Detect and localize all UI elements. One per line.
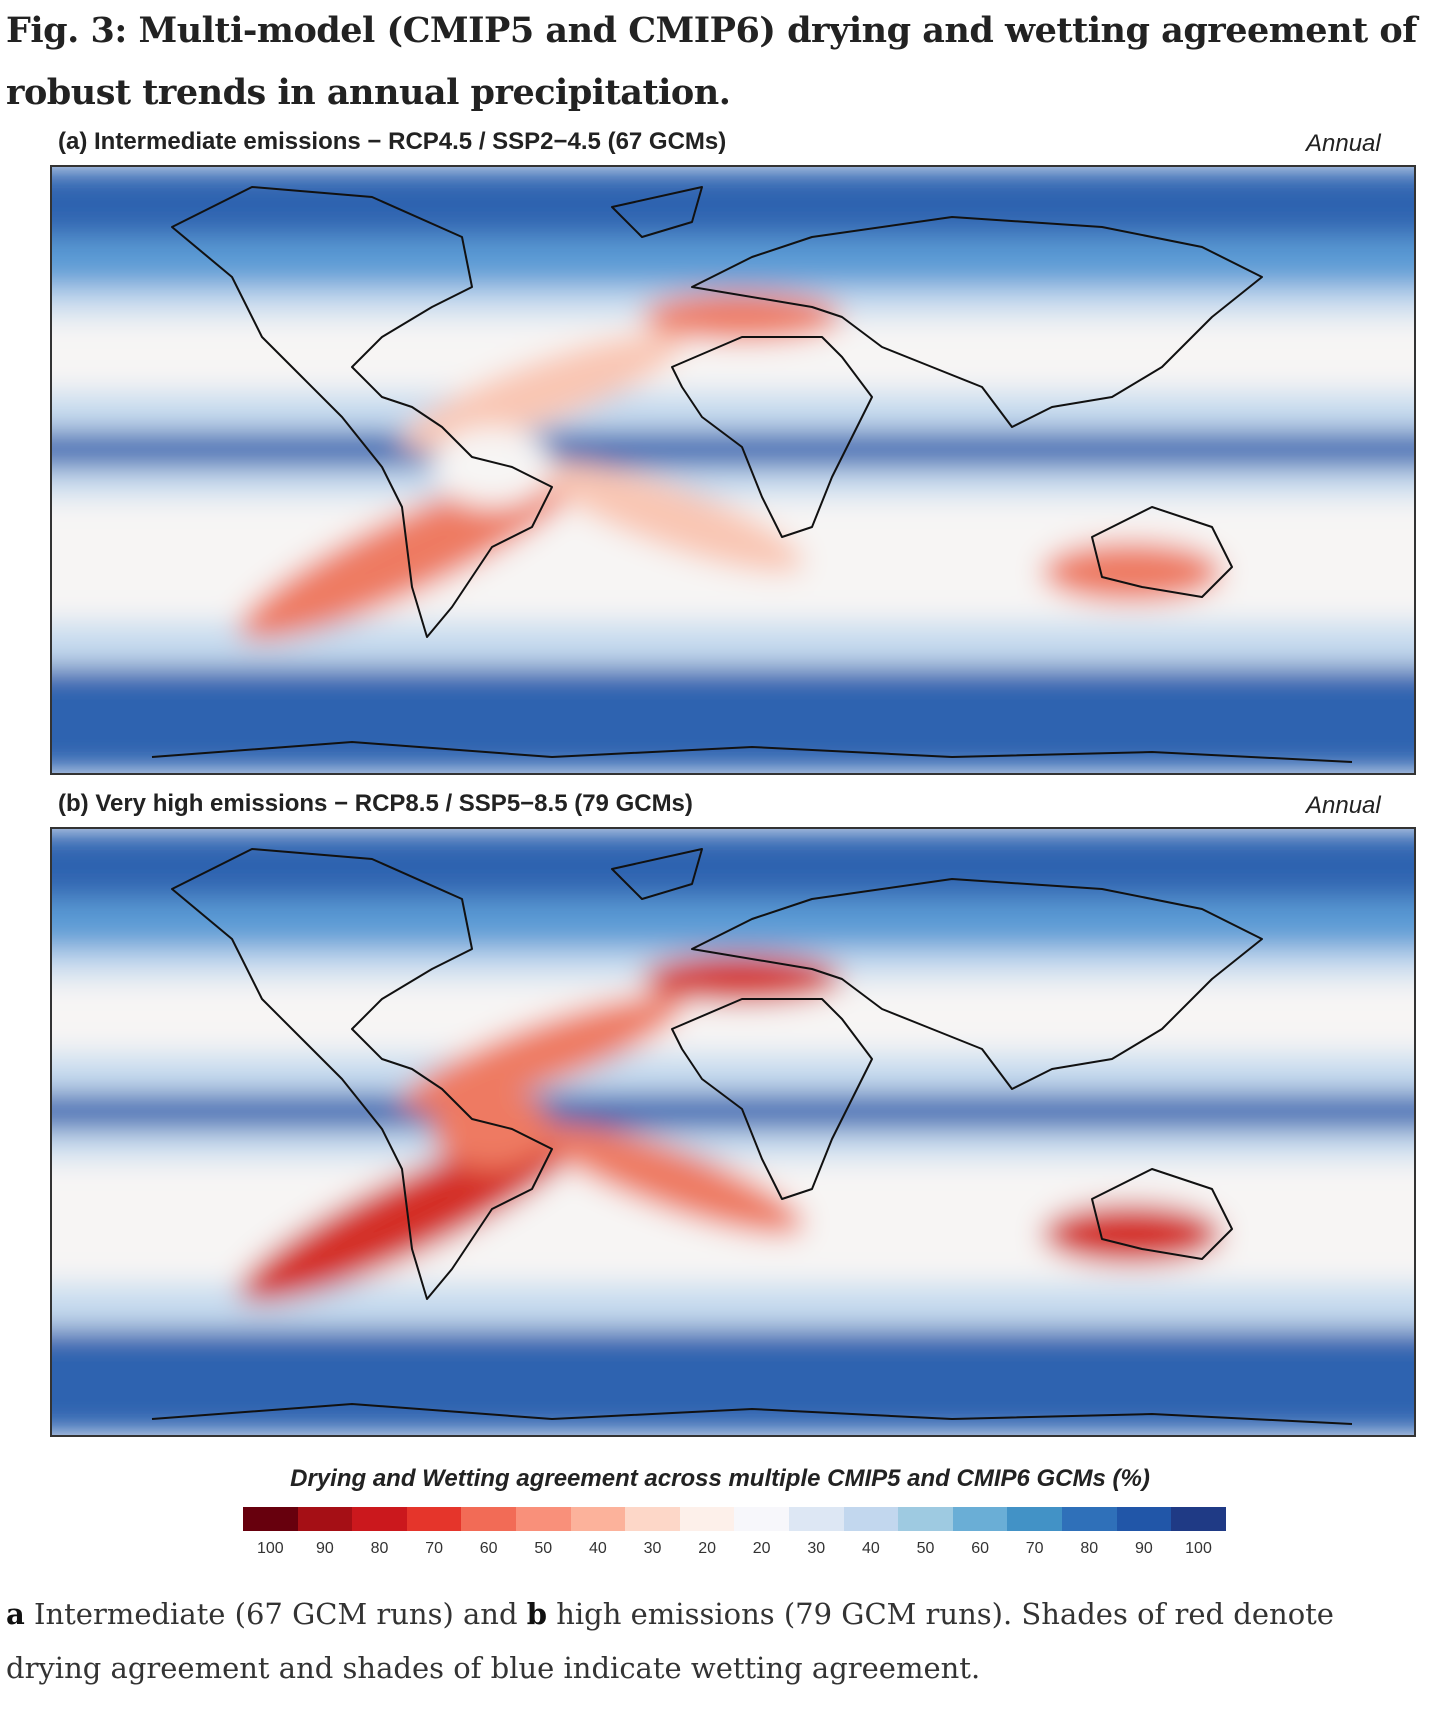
legend-tick: 50 [916,1540,935,1557]
panel-b-season: Annual [1306,792,1381,819]
legend-tick: 60 [971,1540,989,1557]
legend-swatch [952,1507,1008,1531]
legend-tick: 80 [370,1540,389,1557]
legend-swatch [352,1507,407,1531]
caption-a-bold: a [6,1597,25,1631]
legend-swatch [734,1507,789,1531]
legend-tick: 70 [425,1540,443,1557]
legend-tick: 40 [861,1540,880,1557]
panel-a-label: (a) Intermediate emissions − RCP4.5 / SS… [58,128,727,155]
legend-swatch [570,1507,626,1531]
legend-swatch [1171,1507,1226,1531]
panel-b-label: (b) Very high emissions − RCP8.5 / SSP5−… [58,790,693,817]
caption-b-bold: b [526,1597,548,1631]
legend-swatch [406,1507,462,1531]
legend-tick: 90 [315,1540,334,1557]
legend-swatch [898,1507,953,1531]
precip-map-b [52,829,1414,1435]
legend-tick: 30 [643,1540,662,1557]
legend-swatch [297,1507,353,1531]
legend-title: Drying and Wetting agreement across mult… [290,1465,1150,1492]
legend-swatch [788,1507,844,1531]
legend-swatch [1007,1507,1062,1531]
panel-a-season: Annual [1306,130,1381,157]
legend-tick: 60 [479,1540,498,1557]
legend-tick: 20 [752,1540,771,1557]
precip-map-a [52,167,1414,773]
legend-tick: 40 [588,1540,607,1557]
legend-colorbar [243,1507,1226,1531]
legend-tick: 100 [256,1540,284,1557]
map-panel-a [50,165,1416,775]
legend-tick: 50 [534,1540,553,1557]
legend-swatch [1116,1507,1172,1531]
legend-swatch [515,1507,571,1531]
legend-swatch [843,1507,899,1531]
legend-swatch [1061,1507,1117,1531]
legend-tick: 70 [1025,1540,1044,1557]
legend-swatch [461,1507,516,1531]
legend-tick: 80 [1080,1540,1099,1557]
legend-tick-labels: 100 90 80 70 60 50 40 30 20 20 30 40 50 60 70 80 90 100 [243,1540,1225,1560]
legend-swatch [625,1507,680,1531]
legend-tick: 30 [807,1540,826,1557]
caption-b-text: high emissions (79 GCM runs). Shades of … [6,1597,1334,1685]
legend-tick: 100 [1185,1540,1212,1557]
figure-caption: a Intermediate (67 GCM runs) and b high … [6,1587,1426,1695]
figure-title: Fig. 3: Multi-model (CMIP5 and CMIP6) dr… [6,10,1417,113]
legend-swatch [679,1507,735,1531]
legend-tick: 90 [1134,1540,1153,1557]
legend-swatch [243,1507,298,1531]
map-panel-b [50,827,1416,1437]
caption-a-text: Intermediate (67 GCM runs) and [24,1597,527,1631]
legend-tick: 20 [698,1540,716,1557]
